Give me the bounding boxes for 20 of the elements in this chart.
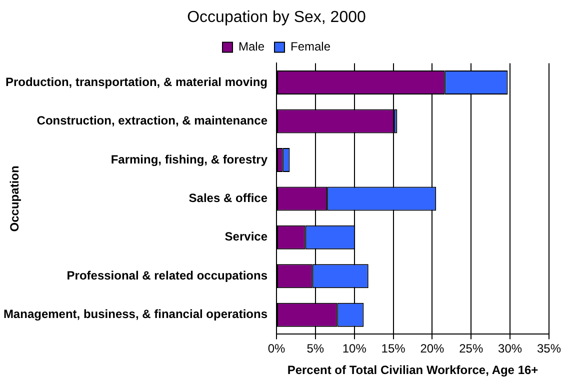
y-tick-label: Service [224,230,268,244]
x-tick-label: 5% [306,342,324,356]
x-tick-label: 25% [459,342,484,356]
chart-title: Occupation by Sex, 2000 [187,9,366,26]
legend-label: Male [238,40,265,54]
y-tick-label: Professional & related occupations [66,268,268,282]
x-axis-title: Percent of Total Civilian Workforce, Age 16+ [287,363,538,378]
x-tick-label: 35% [536,342,562,356]
x-tick-label: 10% [342,342,367,356]
x-tick-label: 30% [498,342,522,356]
y-axis-title: Occupation [8,166,22,232]
y-tick-label: Farming, fishing, & forestry [110,152,268,166]
y-tick-label: Sales & office [188,191,268,206]
y-tick-label: Construction, extraction, & maintenance [36,114,268,128]
x-tick-label: 0% [268,342,286,356]
x-tick-label: 20% [420,342,445,356]
legend-label: Female [290,40,331,54]
y-tick-label: Management, business, & financial operations [3,307,268,322]
x-tick-label: 15% [381,342,406,356]
y-tick-label: Production, transportation, & material moving [5,74,268,89]
